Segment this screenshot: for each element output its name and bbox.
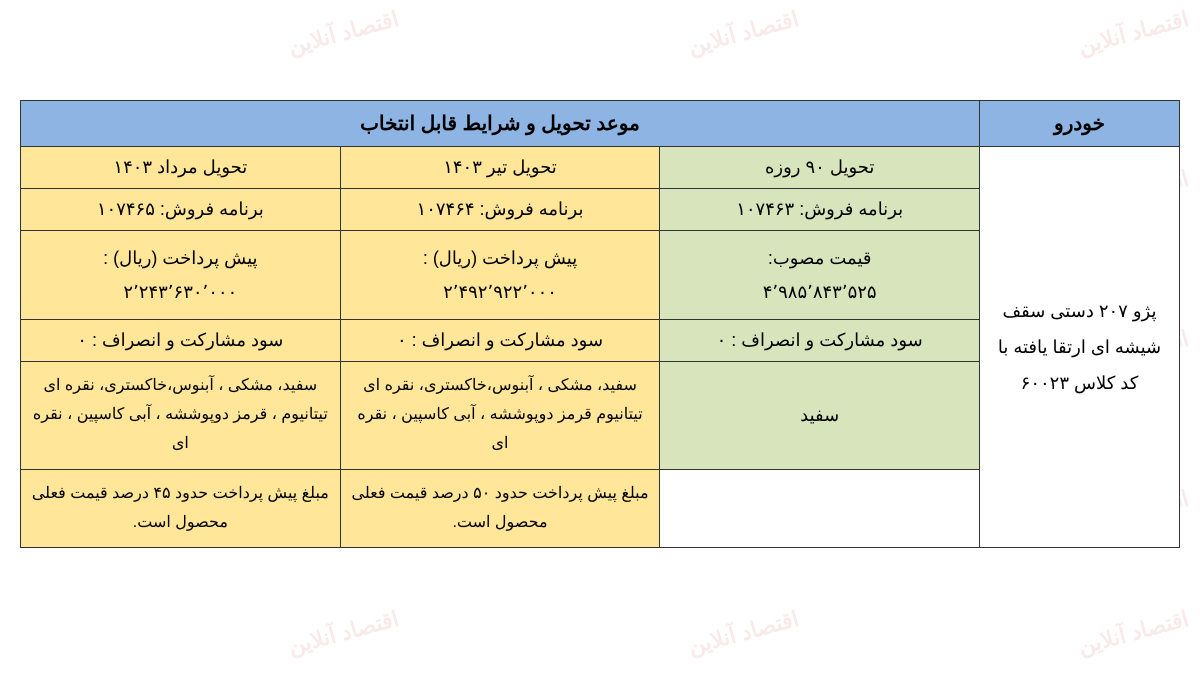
plan-c1: برنامه فروش: ۱۰۷۴۶۳ bbox=[660, 189, 980, 231]
header-product: خودرو bbox=[980, 101, 1180, 147]
watermark: اقتصاد آنلاین bbox=[285, 6, 401, 60]
delivery-c1: تحویل ۹۰ روزه bbox=[660, 147, 980, 189]
delivery-c2: تحویل تیر ۱۴۰۳ bbox=[340, 147, 660, 189]
price-c1: قیمت مصوب: ۴٬۹۸۵٬۸۴۳٬۵۲۵ bbox=[660, 231, 980, 320]
pricing-table-container: خودرو موعد تحویل و شرایط قابل انتخاب پژو… bbox=[20, 100, 1180, 548]
note-c1 bbox=[660, 469, 980, 548]
plan-c3: برنامه فروش: ۱۰۷۴۶۵ bbox=[21, 189, 341, 231]
watermark: اقتصاد آنلاین bbox=[1075, 6, 1191, 60]
note-c3: مبلغ پیش پرداخت حدود ۴۵ درصد قیمت فعلی م… bbox=[21, 469, 341, 548]
price-value-c1: ۴٬۹۸۵٬۸۴۳٬۵۲۵ bbox=[763, 282, 877, 302]
watermark: اقتصاد آنلاین bbox=[1075, 606, 1191, 660]
product-name-cell: پژو ۲۰۷ دستی سقف شیشه ای ارتقا یافته با … bbox=[980, 147, 1180, 548]
price-label-c3: پیش پرداخت (ریال) : bbox=[103, 248, 257, 268]
pricing-table: خودرو موعد تحویل و شرایط قابل انتخاب پژو… bbox=[20, 100, 1180, 548]
header-conditions: موعد تحویل و شرایط قابل انتخاب bbox=[21, 101, 980, 147]
note-c2: مبلغ پیش پرداخت حدود ۵۰ درصد قیمت فعلی م… bbox=[340, 469, 660, 548]
watermark: اقتصاد آنلاین bbox=[685, 606, 801, 660]
delivery-c3: تحویل مرداد ۱۴۰۳ bbox=[21, 147, 341, 189]
table-header-row: خودرو موعد تحویل و شرایط قابل انتخاب bbox=[21, 101, 1180, 147]
interest-c1: سود مشارکت و انصراف : ۰ bbox=[660, 320, 980, 362]
interest-c2: سود مشارکت و انصراف : ۰ bbox=[340, 320, 660, 362]
row-delivery: پژو ۲۰۷ دستی سقف شیشه ای ارتقا یافته با … bbox=[21, 147, 1180, 189]
price-c3: پیش پرداخت (ریال) : ۲٬۲۴۳٬۶۳۰٬۰۰۰ bbox=[21, 231, 341, 320]
color-c3: سفید، مشکی ، آبنوس،خاکستری، نقره ای تیتا… bbox=[21, 362, 341, 469]
color-c2: سفید، مشکی ، آبنوس،خاکستری، نقره ای تیتا… bbox=[340, 362, 660, 469]
price-c2: پیش پرداخت (ریال) : ۲٬۴۹۲٬۹۲۲٬۰۰۰ bbox=[340, 231, 660, 320]
price-value-c3: ۲٬۲۴۳٬۶۳۰٬۰۰۰ bbox=[123, 282, 237, 302]
price-label-c2: پیش پرداخت (ریال) : bbox=[423, 248, 577, 268]
watermark: اقتصاد آنلاین bbox=[285, 606, 401, 660]
watermark: اقتصاد آنلاین bbox=[685, 6, 801, 60]
plan-c2: برنامه فروش: ۱۰۷۴۶۴ bbox=[340, 189, 660, 231]
interest-c3: سود مشارکت و انصراف : ۰ bbox=[21, 320, 341, 362]
price-label-c1: قیمت مصوب: bbox=[768, 248, 872, 268]
color-c1: سفید bbox=[660, 362, 980, 469]
price-value-c2: ۲٬۴۹۲٬۹۲۲٬۰۰۰ bbox=[443, 282, 557, 302]
